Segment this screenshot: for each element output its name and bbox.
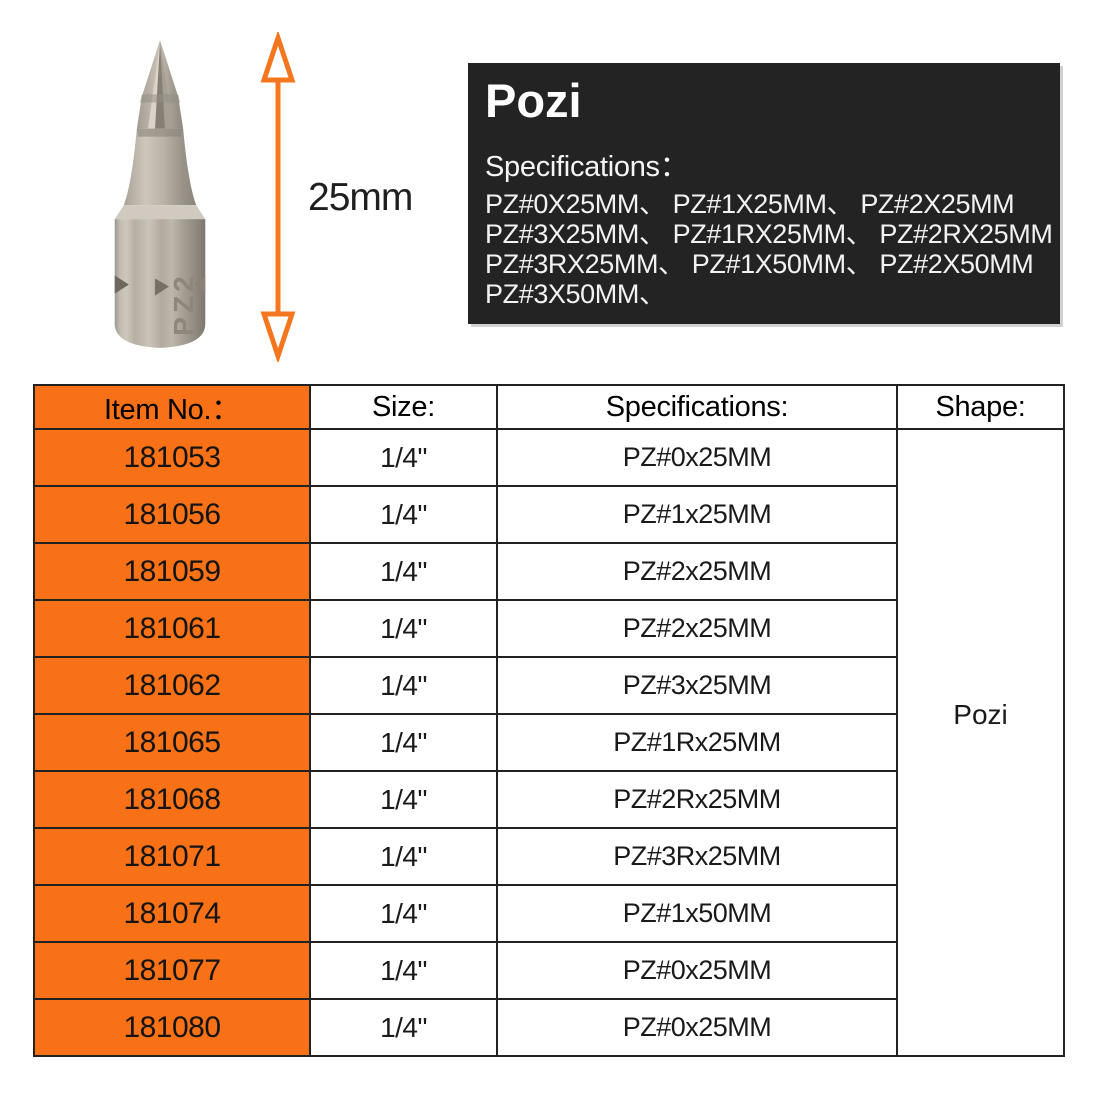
bit-neck: [123, 128, 197, 206]
product-table: Item No.： Size: Specifications: Shape: 1…: [33, 384, 1065, 1057]
item-no-cell: 181065: [33, 713, 311, 772]
size-cell: 1/4": [309, 884, 498, 943]
table-header-row: Item No.： Size: Specifications: Shape:: [33, 384, 1065, 430]
item-no-cell: 181077: [33, 941, 311, 1000]
spec-cell: PZ#1x25MM: [496, 485, 898, 544]
size-cell: 1/4": [309, 542, 498, 601]
size-cell: 1/4": [309, 770, 498, 829]
spec-line: PZ#3RX25MM、 PZ#1X50MM、 PZ#2X50MM: [485, 249, 1034, 280]
bit-marking-text: PZ2: [168, 272, 199, 336]
table-row: 181065 1/4" PZ#1Rx25MM: [33, 713, 1064, 772]
shape-value: Pozi: [953, 698, 1008, 730]
item-no-cell: 181053: [33, 428, 311, 487]
item-no-cell: 181074: [33, 884, 311, 943]
spec-cell: PZ#2x25MM: [496, 542, 898, 601]
spec-line: PZ#0X25MM、 PZ#1X25MM、 PZ#2X25MM: [485, 189, 1015, 220]
shape-cell: Pozi: [896, 428, 1065, 1057]
spec-cell: PZ#0x25MM: [496, 941, 898, 1000]
size-cell: 1/4": [309, 428, 498, 487]
header-shape: Shape:: [896, 384, 1065, 430]
size-cell: 1/4": [309, 599, 498, 658]
pozi-bit-image: PZ2: [114, 40, 206, 348]
item-no-cell: 181080: [33, 998, 311, 1057]
table-row: 181074 1/4" PZ#1x50MM: [33, 884, 1064, 943]
spec-panel: Pozi Specifications： PZ#0X25MM、 PZ#1X25M…: [468, 63, 1060, 324]
table-row: 181077 1/4" PZ#0x25MM: [33, 941, 1064, 1000]
table-row: 181056 1/4" PZ#1x25MM: [33, 485, 1064, 544]
size-cell: 1/4": [309, 941, 498, 1000]
table-row: 181062 1/4" PZ#3x25MM: [33, 656, 1064, 715]
size-cell: 1/4": [309, 656, 498, 715]
spec-subtitle: Specifications：: [485, 151, 689, 184]
table-row: 181061 1/4" PZ#2x25MM: [33, 599, 1064, 658]
table-row: 181059 1/4" PZ#2x25MM: [33, 542, 1064, 601]
table-row: 181080 1/4" PZ#0x25MM: [33, 998, 1064, 1057]
spec-line: PZ#3X25MM、 PZ#1RX25MM、 PZ#2RX25MM: [485, 219, 1053, 250]
spec-cell: PZ#1Rx25MM: [496, 713, 898, 772]
dimension-arrow-icon: [260, 32, 296, 362]
header-item-no: Item No.：: [33, 384, 311, 430]
dimension-label: 25mm: [308, 176, 413, 219]
size-cell: 1/4": [309, 713, 498, 772]
header-specifications: Specifications:: [496, 384, 898, 430]
item-no-cell: 181061: [33, 599, 311, 658]
spec-cell: PZ#2Rx25MM: [496, 770, 898, 829]
table-row: 181071 1/4" PZ#3Rx25MM: [33, 827, 1064, 886]
item-no-cell: 181059: [33, 542, 311, 601]
table-row: 181053 1/4" PZ#0x25MM Pozi: [33, 428, 1065, 1057]
spec-cell: PZ#2x25MM: [496, 599, 898, 658]
spec-cell: PZ#3x25MM: [496, 656, 898, 715]
item-no-cell: 181056: [33, 485, 311, 544]
spec-cell: PZ#3Rx25MM: [496, 827, 898, 886]
table-row: 181068 1/4" PZ#2Rx25MM: [33, 770, 1064, 829]
spec-cell: PZ#0x25MM: [496, 428, 898, 487]
product-title: Pozi: [485, 74, 582, 127]
spec-cell: PZ#0x25MM: [496, 998, 898, 1057]
spec-cell: PZ#1x50MM: [496, 884, 898, 943]
size-cell: 1/4": [309, 485, 498, 544]
spec-line: PZ#3X50MM、: [485, 279, 666, 310]
item-no-cell: 181062: [33, 656, 311, 715]
item-no-cell: 181068: [33, 770, 311, 829]
size-cell: 1/4": [309, 827, 498, 886]
header-size: Size:: [309, 384, 498, 430]
size-cell: 1/4": [309, 998, 498, 1057]
item-no-cell: 181071: [33, 827, 311, 886]
